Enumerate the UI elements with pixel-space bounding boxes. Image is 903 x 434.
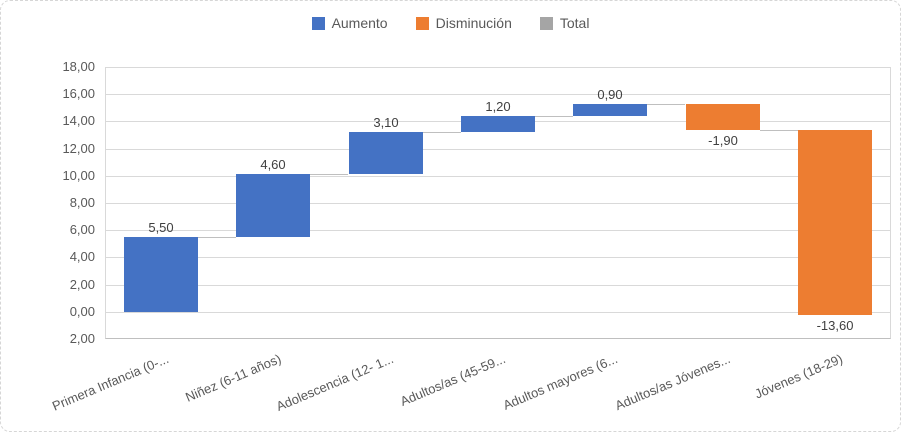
legend-item: Total [539, 15, 590, 31]
x-category-label: Primera Infancia (0-... [50, 351, 172, 414]
legend-item: Aumento [311, 15, 388, 31]
bar [236, 174, 310, 237]
gridline [105, 67, 891, 68]
legend-swatch-icon [415, 16, 429, 30]
connector-line [310, 174, 348, 175]
bar [798, 130, 872, 315]
y-tick-label: 2,00 [69, 277, 95, 292]
x-category-label: Niñez (6-11 años) [183, 351, 284, 405]
y-tick-label: 10,00 [62, 168, 95, 183]
bar-value-label: -1,90 [708, 133, 738, 148]
y-tick-label: 14,00 [62, 113, 95, 128]
bar-value-label: 4,60 [260, 157, 286, 172]
gridline [105, 285, 891, 286]
connector-line [423, 132, 461, 133]
gridline [105, 257, 891, 258]
gridline [105, 94, 891, 95]
bar-value-label: 0,90 [597, 87, 623, 102]
connector-line [647, 104, 685, 105]
connector-line [198, 237, 236, 238]
x-category-label: Adultos/as (45-59... [398, 351, 508, 409]
y-tick-label: 2,00 [69, 331, 95, 346]
legend-swatch-icon [539, 16, 553, 30]
plot-frame [105, 67, 891, 339]
bar [573, 104, 647, 116]
bar-value-label: 5,50 [148, 220, 174, 235]
gridline [105, 203, 891, 204]
legend-label: Total [559, 15, 590, 31]
y-tick-label: 4,00 [69, 249, 95, 264]
bar [349, 132, 423, 174]
y-tick-label: 12,00 [62, 141, 95, 156]
connector-line [535, 116, 573, 117]
gridline [105, 312, 891, 313]
bar [686, 104, 760, 130]
legend-label: Aumento [331, 15, 388, 31]
chart-legend: Aumento Disminución Total [1, 15, 900, 31]
gridline [105, 149, 891, 150]
y-tick-label: 6,00 [69, 222, 95, 237]
connector-line [760, 130, 798, 131]
x-category-label: Jóvenes (18-29) [752, 351, 845, 402]
gridline [105, 176, 891, 177]
y-tick-label: 16,00 [62, 86, 95, 101]
y-tick-label: 8,00 [69, 195, 95, 210]
bar [461, 116, 535, 132]
bar-value-label: 3,10 [373, 115, 399, 130]
x-category-label: Adultos/as Jóvenes... [612, 351, 733, 414]
y-tick-label: 18,00 [62, 59, 95, 74]
x-category-label: Adolescencia (12- 1... [273, 351, 396, 414]
bar [124, 237, 198, 312]
legend-swatch-icon [311, 16, 325, 30]
bar-value-label: 1,20 [485, 99, 511, 114]
legend-label: Disminución [435, 15, 512, 31]
y-tick-label: 0,00 [69, 304, 95, 319]
legend-item: Disminución [415, 15, 512, 31]
x-category-label: Adultos mayores (6... [501, 351, 621, 413]
bar-value-label: -13,60 [816, 318, 854, 333]
gridline [105, 230, 891, 231]
